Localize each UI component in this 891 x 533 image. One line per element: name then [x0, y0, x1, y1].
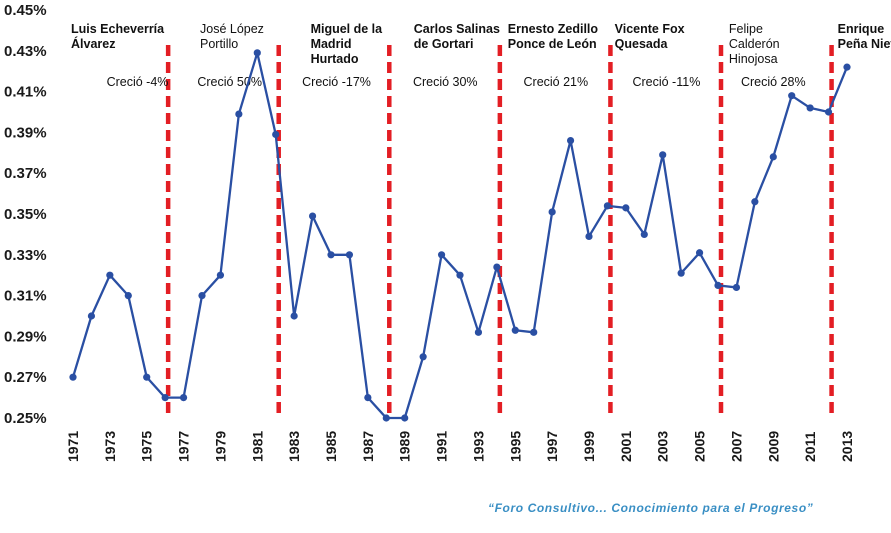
footer-tagline: “Foro Consultivo... Conocimiento para el…	[488, 501, 814, 515]
data-point	[106, 271, 114, 279]
data-point	[419, 353, 427, 361]
data-point	[474, 328, 483, 336]
data-point	[714, 281, 722, 289]
x-tick-label: 1997	[544, 431, 560, 462]
data-point	[640, 230, 648, 238]
x-tick-label: 1995	[507, 431, 523, 462]
x-tick-label: 1977	[176, 431, 192, 462]
data-point	[364, 394, 372, 402]
data-point	[161, 394, 169, 402]
data-point	[530, 328, 538, 336]
x-tick-label: 1993	[470, 431, 486, 462]
data-point	[253, 49, 261, 57]
x-tick-label: 2003	[655, 431, 671, 462]
x-tick-label: 1989	[397, 431, 413, 462]
x-tick-label: 1991	[434, 431, 450, 462]
president-name-label: Luis Echeverría Álvarez	[71, 22, 165, 51]
y-tick-label: 0.37%	[4, 165, 47, 182]
growth-label: Creció 21%	[524, 75, 589, 89]
growth-label: Creció 28%	[741, 75, 806, 89]
data-point	[751, 198, 759, 206]
president-name-label: Felipe Calderón Hinojosa	[729, 22, 780, 66]
x-tick-label: 1981	[249, 431, 265, 462]
data-point	[769, 153, 777, 161]
y-tick-label: 0.29%	[4, 328, 47, 345]
data-point	[585, 232, 593, 241]
data-point	[179, 394, 188, 402]
data-point	[272, 130, 280, 139]
data-point	[843, 63, 851, 71]
data-point	[456, 271, 464, 279]
data-point	[235, 110, 243, 118]
y-tick-label: 0.45%	[4, 2, 47, 19]
x-tick-label: 2005	[692, 431, 708, 462]
y-tick-label: 0.35%	[4, 206, 47, 223]
data-point	[216, 271, 225, 279]
y-tick-label: 0.41%	[4, 84, 47, 101]
president-name-label: Carlos Salinas de Gortari	[414, 22, 500, 51]
president-name-label: Ernesto Zedillo Ponce de León	[508, 22, 599, 51]
data-point	[566, 136, 575, 145]
line-chart: 0.25% 0.27% 0.29% 0.31% 0.33% 0.35% 0.37% 0.39%…	[4, 2, 891, 462]
x-tick-label: 2009	[765, 431, 781, 462]
data-point	[511, 326, 519, 334]
x-tick-label: 1985	[323, 431, 339, 462]
data-point	[198, 292, 206, 300]
president-name-label: José López Portillo	[200, 22, 264, 51]
data-point	[124, 292, 132, 300]
data-point	[327, 251, 335, 259]
data-point	[548, 208, 556, 216]
data-point	[824, 108, 833, 116]
data-point	[677, 269, 685, 277]
growth-label: Creció -4%	[107, 75, 169, 89]
y-tick-label: 0.27%	[4, 369, 47, 386]
x-tick-label: 2011	[802, 431, 818, 462]
x-tick-label: 1979	[212, 431, 228, 462]
data-point	[345, 251, 354, 259]
x-tick-label: 1987	[360, 431, 376, 462]
y-tick-label: 0.25%	[4, 410, 47, 427]
y-tick-label: 0.43%	[4, 43, 47, 60]
data-point	[437, 251, 446, 259]
x-tick-label: 1983	[286, 431, 302, 462]
data-point	[382, 414, 390, 422]
growth-label: Creció -17%	[302, 75, 371, 89]
president-name-label: Vicente Fox Quesada	[615, 22, 685, 51]
data-point	[69, 373, 77, 381]
data-point	[788, 92, 796, 100]
data-point	[493, 263, 501, 271]
data-point	[806, 104, 814, 112]
x-tick-label: 1971	[65, 431, 81, 462]
data-point	[732, 283, 741, 292]
x-tick-label: 2001	[618, 431, 634, 462]
x-tick-label: 1999	[581, 431, 597, 462]
president-name-label: Miguel de la Madrid Hurtado	[311, 22, 384, 66]
y-tick-label: 0.39%	[4, 124, 47, 141]
x-tick-label: 1975	[139, 431, 155, 462]
x-tick-label: 2013	[839, 431, 855, 462]
x-tick-label: 1973	[102, 431, 118, 462]
y-tick-label: 0.31%	[4, 288, 47, 305]
data-point	[603, 202, 612, 210]
growth-label: Creció -11%	[632, 75, 700, 89]
data-point	[622, 204, 630, 212]
y-tick-label: 0.33%	[4, 247, 47, 264]
data-point	[143, 373, 151, 381]
data-point	[659, 151, 667, 159]
data-point	[695, 249, 704, 257]
data-point	[308, 212, 317, 220]
growth-label: Creció 50%	[197, 75, 262, 89]
data-point	[87, 312, 96, 320]
x-tick-label: 2007	[728, 431, 744, 462]
data-point	[401, 414, 409, 422]
data-point	[290, 312, 298, 320]
series-line	[71, 51, 849, 420]
growth-label: Creció 30%	[413, 75, 478, 89]
